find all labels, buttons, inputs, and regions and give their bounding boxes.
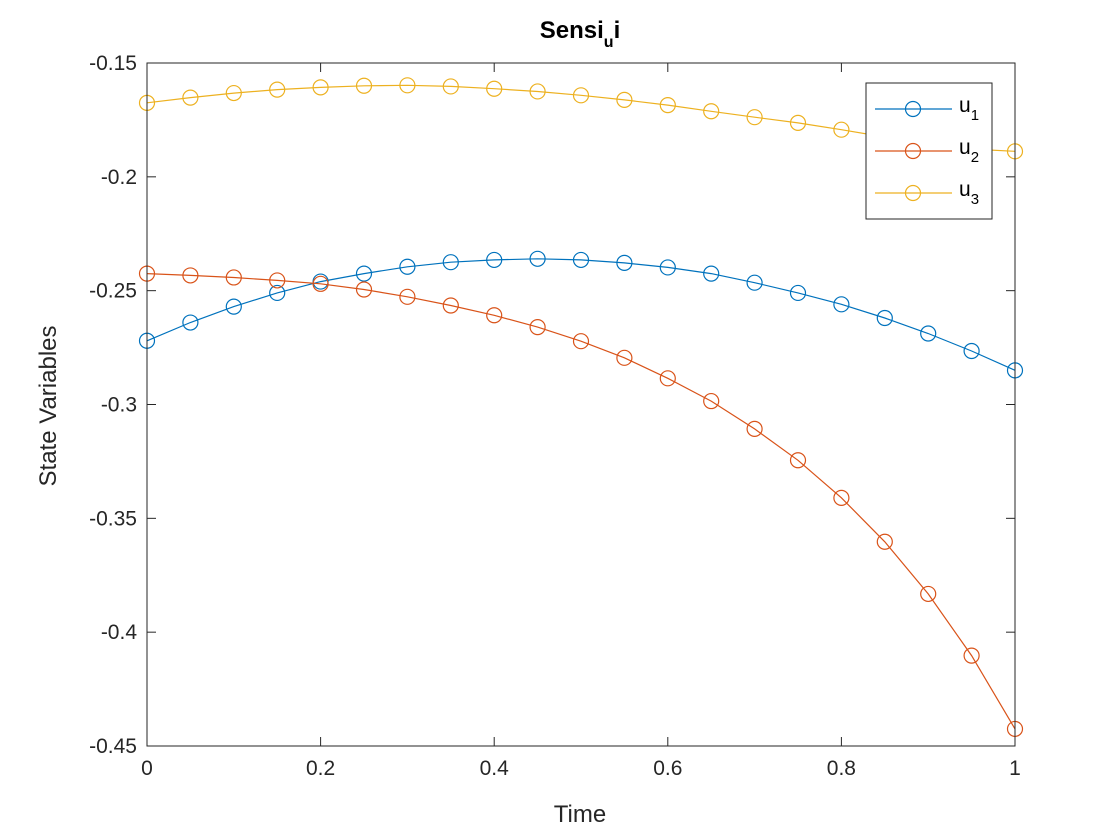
data-point-u1 [486, 251, 503, 269]
x-tick-label: 0.6 [653, 757, 682, 780]
data-point-u3 [529, 83, 546, 100]
data-point-u3 [269, 81, 286, 98]
series-layer [138, 77, 1024, 738]
data-point-u1 [833, 296, 850, 313]
x-tick-label: 0.2 [306, 757, 335, 780]
data-point-u2 [746, 420, 763, 437]
data-point-u1 [529, 250, 546, 267]
data-point-u3 [225, 84, 242, 102]
data-point-u3 [789, 114, 807, 131]
data-point-u2 [703, 392, 720, 410]
ticks-layer: 0 0.2 0.4 0.6 0.8 1 -0.45 -0.4 -0.35 -0.3 -0.25 -0.… [89, 52, 1021, 780]
data-point-u1 [746, 274, 763, 291]
legend-label: u3 [959, 178, 979, 208]
data-point-u1 [920, 325, 937, 342]
data-point-u2 [225, 269, 242, 286]
data-point-u2 [486, 307, 503, 324]
data-point-u1 [616, 254, 633, 271]
data-point-u2 [876, 533, 893, 550]
data-point-u2 [442, 297, 459, 314]
data-point-u2 [920, 585, 937, 603]
data-point-u1 [789, 284, 807, 302]
legend-marker [904, 184, 922, 202]
data-point-u3 [833, 121, 850, 138]
chart-title: Sensiui [540, 17, 620, 51]
data-point-u1 [963, 342, 980, 360]
series-line-u1 [146, 258, 1016, 371]
legend: u1 u2 u3 [865, 82, 993, 220]
legend-entry-u1: u1 [875, 94, 979, 124]
data-point-u3 [572, 87, 590, 104]
legend-marker [904, 142, 922, 160]
y-tick-label: -0.3 [101, 394, 137, 417]
y-tick-label: -0.35 [89, 507, 137, 530]
data-point-u2 [659, 370, 676, 387]
data-point-u2 [182, 267, 199, 284]
data-point-u3 [182, 89, 199, 106]
legend-label: u2 [959, 136, 979, 166]
data-point-u1 [659, 259, 676, 276]
data-point-u1 [442, 254, 459, 271]
x-tick-label: 0.4 [480, 757, 510, 780]
series-line-u2 [146, 273, 1016, 730]
y-tick-label: -0.2 [101, 166, 137, 189]
y-tick-label: -0.4 [101, 621, 138, 644]
data-point-u2 [312, 275, 329, 292]
y-tick-label: -0.15 [89, 52, 137, 75]
data-point-u3 [616, 91, 633, 108]
data-point-u3 [312, 79, 329, 96]
data-point-u2 [616, 349, 633, 366]
legend-entry-u2: u2 [875, 136, 979, 166]
data-point-u2 [833, 489, 850, 506]
y-tick-label: -0.45 [89, 735, 137, 758]
data-point-u1 [182, 314, 199, 331]
data-point-u3 [703, 103, 720, 120]
x-axis-label: Time [554, 801, 606, 828]
data-point-u1 [876, 309, 893, 327]
data-point-u2 [572, 333, 590, 350]
x-tick-label: 0.8 [827, 757, 856, 780]
data-point-u2 [399, 288, 416, 305]
data-point-u3 [746, 109, 763, 126]
data-point-u3 [399, 77, 416, 94]
data-point-u3 [659, 97, 676, 114]
x-tick-label: 1 [1009, 757, 1021, 780]
y-tick-label: -0.25 [89, 280, 137, 303]
data-point-u2 [963, 647, 980, 664]
data-point-u2 [355, 281, 373, 298]
data-point-u2 [269, 272, 286, 289]
data-point-u1 [269, 284, 286, 302]
legend-entry-u3: u3 [875, 178, 979, 208]
y-axis-label: State Variables [35, 326, 62, 487]
data-point-u2 [529, 318, 546, 336]
data-point-u3 [442, 78, 459, 95]
data-point-u1 [225, 298, 242, 315]
x-tick-label: 0 [141, 757, 153, 780]
data-point-u3 [486, 80, 503, 97]
series-u1 [138, 250, 1024, 379]
data-point-u1 [703, 265, 720, 282]
legend-label: u1 [959, 94, 979, 124]
data-point-u2 [789, 452, 807, 469]
data-point-u1 [399, 258, 416, 275]
data-point-u1 [355, 265, 373, 282]
data-point-u1 [572, 251, 590, 269]
legend-marker [904, 100, 922, 118]
axes-box [146, 62, 1016, 747]
data-point-u3 [355, 77, 373, 94]
